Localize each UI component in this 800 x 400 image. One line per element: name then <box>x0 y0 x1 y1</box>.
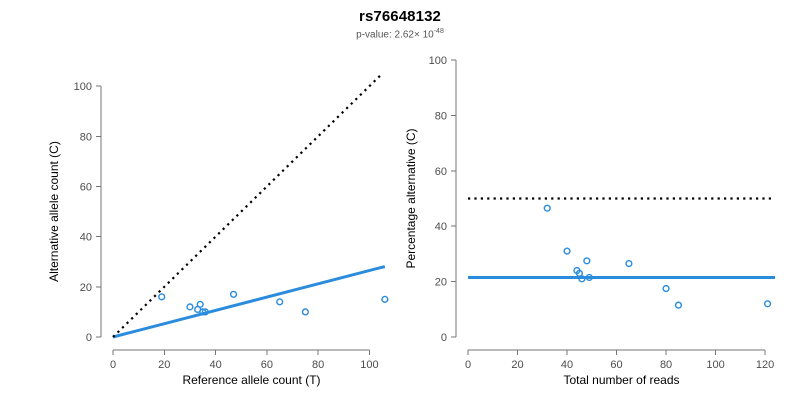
x-tick-label-right: 80 <box>660 359 672 371</box>
reference-line-left <box>112 72 384 338</box>
x-tick-label-right: 20 <box>511 359 523 371</box>
data-point <box>583 257 591 265</box>
y-tick-label-left: 20 <box>80 282 92 294</box>
y-tick-label-left: 0 <box>86 332 92 344</box>
fit-line-left <box>112 265 386 339</box>
y-tick-label-left: 100 <box>74 81 92 93</box>
data-point <box>186 303 194 311</box>
y-tick-label-right: 20 <box>435 277 447 289</box>
data-point <box>381 295 389 303</box>
y-axis-title-right: Percentage alternative (C) <box>404 128 418 268</box>
data-point <box>158 293 166 301</box>
x-tick-label-right: 120 <box>756 359 774 371</box>
y-tick-label-right: 60 <box>435 166 447 178</box>
data-point <box>201 308 209 316</box>
y-tick-label-right: 80 <box>435 110 447 122</box>
x-axis-title-right: Total number of reads <box>563 373 679 387</box>
data-point <box>763 300 772 308</box>
data-point <box>199 308 207 316</box>
y-tick-label-left: 40 <box>80 232 92 244</box>
x-tick-label-left: 0 <box>110 359 116 371</box>
data-point <box>578 275 586 283</box>
chart-panel-left: 0 20 40 60 80 100 0 20 40 60 80 100 Reference allele… <box>47 72 389 387</box>
x-axis-title-left: Reference allele count (T) <box>182 373 320 387</box>
y-tick-label-right: 0 <box>441 332 447 344</box>
data-point <box>575 269 584 277</box>
x-tick-label-left: 20 <box>158 359 170 371</box>
y-tick-label-right: 40 <box>435 221 447 233</box>
data-point <box>301 308 309 316</box>
y-tick-label-left: 60 <box>80 181 92 193</box>
x-tick-label-left: 40 <box>209 359 221 371</box>
x-tick-label-right: 100 <box>706 359 724 371</box>
data-point <box>563 247 571 255</box>
x-tick-label-left: 100 <box>360 359 378 371</box>
data-point <box>543 204 551 212</box>
data-point <box>625 259 633 268</box>
x-tick-label-right: 60 <box>610 359 622 371</box>
data-point <box>276 298 284 306</box>
data-point <box>229 290 238 298</box>
x-tick-label-right: 40 <box>561 359 573 371</box>
y-tick-label-left: 80 <box>80 131 92 143</box>
x-tick-label-left: 60 <box>261 359 273 371</box>
data-point <box>674 301 683 309</box>
chart-panel-right: 0 20 40 60 80 100 0 20 40 60 80 100 120 Total number … <box>404 55 775 387</box>
x-tick-label-left: 80 <box>312 359 324 371</box>
y-tick-label-right: 100 <box>429 55 447 67</box>
data-point <box>585 273 593 282</box>
data-point <box>662 284 670 293</box>
data-point <box>196 300 204 308</box>
y-axis-title-left: Alternative allele count (C) <box>47 141 61 282</box>
x-tick-label-right: 0 <box>465 359 471 371</box>
